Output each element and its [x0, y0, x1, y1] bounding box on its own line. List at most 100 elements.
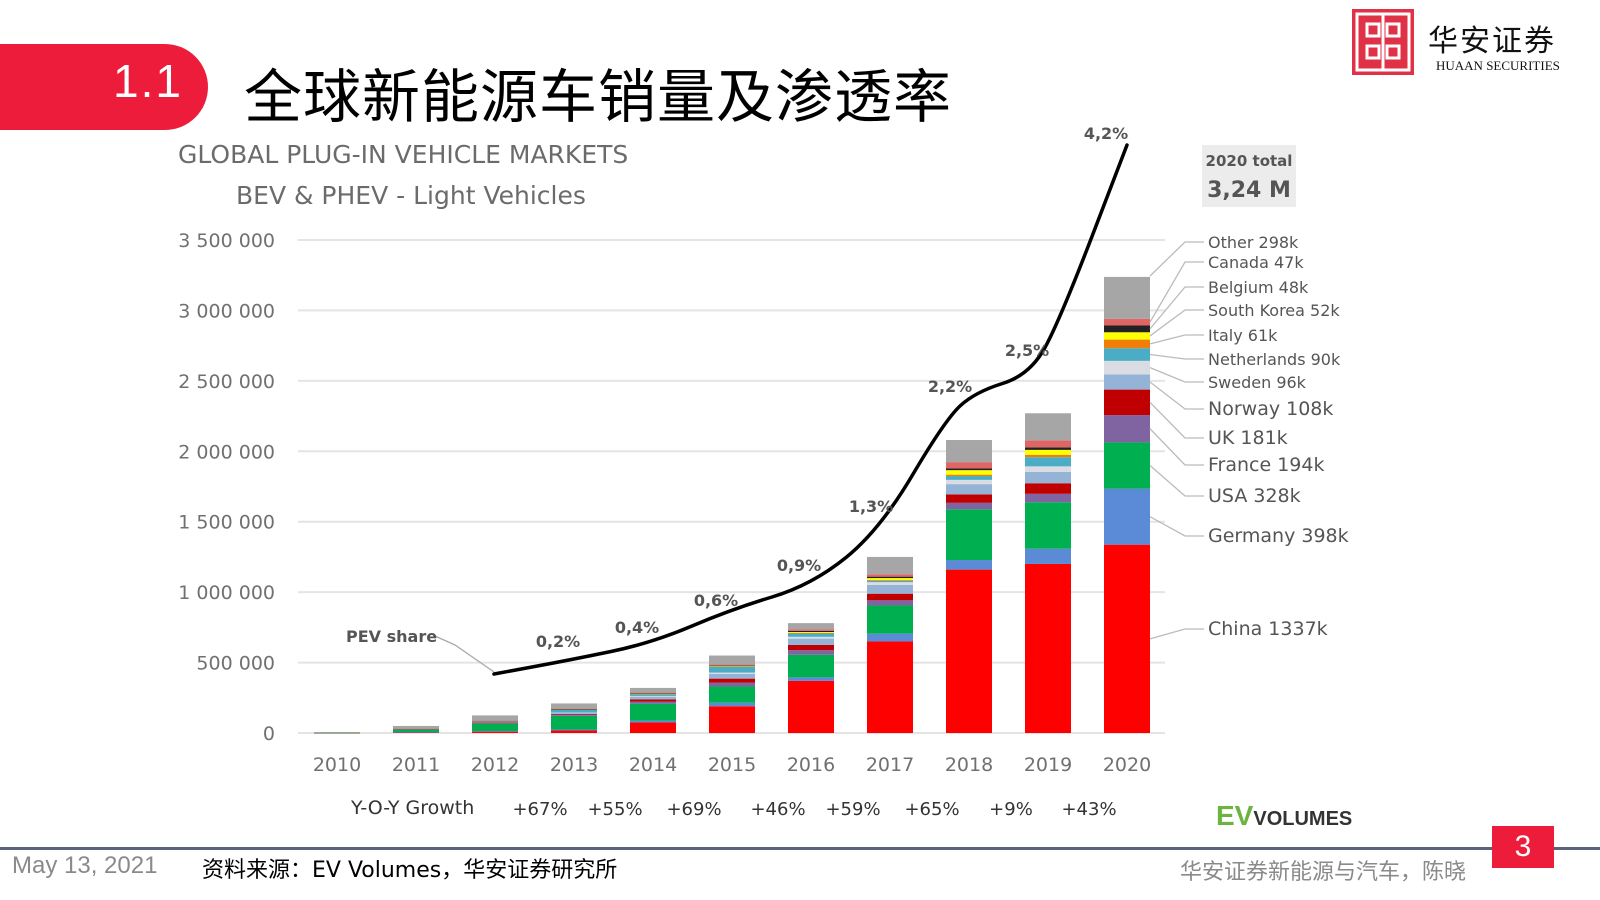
total-box	[1202, 145, 1296, 207]
bar-segment-china	[551, 730, 597, 733]
bar-segment-other	[393, 725, 439, 729]
legend-label-canada: Canada 47k	[1208, 253, 1304, 272]
bar-segment-usa	[946, 509, 992, 561]
bar-segment-other	[709, 655, 755, 665]
bar-segment-france	[946, 502, 992, 510]
yoy-growth-value: +67%	[512, 799, 567, 820]
legend-label-other: Other 298k	[1208, 233, 1299, 252]
bar-stack-2013	[551, 703, 597, 733]
bar-segment-sweden	[551, 712, 597, 714]
y-tick-label: 3 500 000	[178, 230, 275, 252]
legend-leader	[1149, 401, 1204, 439]
legend-label-germany: Germany 398k	[1208, 525, 1349, 547]
bar-segment-usa	[393, 729, 439, 733]
x-tick-label: 2016	[787, 754, 835, 776]
bar-segment-china	[393, 732, 439, 733]
pev-share-label: PEV share	[346, 627, 437, 646]
bar-segment-other	[551, 703, 597, 709]
bar-segment-france	[1025, 493, 1071, 503]
bar-segment-sweden	[946, 479, 992, 485]
pev-share-point-label: 4,2%	[1084, 124, 1128, 143]
legend-leader	[1149, 261, 1204, 323]
bar-segment-netherlands	[551, 709, 597, 713]
bar-segment-usa	[1104, 442, 1150, 489]
legend-leader	[1149, 309, 1204, 337]
bar-segment-germany	[946, 560, 992, 570]
bar-segment-belgium	[1104, 325, 1150, 333]
bar-segment-canada	[551, 708, 597, 710]
bar-segment-italy	[788, 632, 834, 634]
bar-segment-belgium	[867, 576, 913, 579]
logo-mark-icon	[1352, 9, 1414, 75]
bar-segment-france	[630, 701, 676, 704]
bar-segment-canada	[472, 720, 518, 722]
legend-leader	[1149, 428, 1204, 466]
bar-segment-sweden	[472, 721, 518, 723]
bar-segment-south-korea	[788, 632, 834, 633]
yoy-growth-value: +43%	[1061, 799, 1116, 820]
bar-stack-2018	[946, 440, 992, 733]
bar-segment-uk	[946, 494, 992, 503]
bar-stack-2011	[393, 725, 439, 733]
bar-segment-belgium	[551, 709, 597, 710]
legend-leader	[1149, 381, 1204, 410]
bar-segment-germany	[393, 732, 439, 733]
bar-segment-canada	[946, 462, 992, 469]
bar-segment-china	[788, 680, 834, 733]
bar-segment-south-korea	[709, 665, 755, 667]
legend-label-netherlands: Netherlands 90k	[1208, 350, 1341, 369]
legend-label-sweden: Sweden 96k	[1208, 373, 1307, 392]
legend-label-china: China 1337k	[1208, 618, 1328, 640]
bar-segment-usa	[867, 605, 913, 634]
x-tick-label: 2013	[550, 754, 598, 776]
logo-text-cn: 华安证券	[1428, 24, 1556, 59]
bar-segment-uk	[472, 722, 518, 724]
bar-stack-2019	[1025, 413, 1071, 733]
yoy-growth-value: +65%	[904, 799, 959, 820]
legend-leader	[1149, 334, 1204, 345]
ev-logo-ev: EV	[1216, 800, 1254, 831]
bar-segment-germany	[1025, 548, 1071, 564]
bar-segment-italy	[867, 580, 913, 581]
legend-leader	[1149, 628, 1204, 640]
bar-segment-germany	[867, 633, 913, 642]
bar-stack-2015	[709, 655, 755, 733]
bar-segment-germany	[709, 702, 755, 707]
bar-segment-china	[709, 706, 755, 733]
bar-segment-uk	[1025, 483, 1071, 494]
bar-segment-netherlands	[630, 693, 676, 696]
x-tick-label: 2010	[313, 754, 361, 776]
pev-share-point-label: 0,2%	[536, 632, 580, 651]
bar-segment-norway	[867, 584, 913, 594]
pev-share-point-label: 0,4%	[615, 618, 659, 637]
bar-stack-2010	[314, 732, 360, 734]
bar-segment-netherlands	[788, 633, 834, 637]
bar-segment-other	[1025, 413, 1071, 441]
yoy-growth-value: +69%	[666, 799, 721, 820]
bar-segment-other	[630, 687, 676, 693]
bar-stack-2020	[1104, 276, 1150, 733]
bar-stack-2014	[630, 687, 676, 733]
bar-segment-canada	[393, 728, 439, 729]
chart-subtitle: BEV & PHEV - Light Vehicles	[236, 181, 586, 210]
legend-label-uk: UK 181k	[1208, 427, 1288, 449]
bar-segment-uk	[788, 644, 834, 651]
company-logo: 华安证券 HUAAN SECURITIES	[1352, 8, 1592, 78]
section-tab	[0, 44, 208, 130]
bar-segment-other	[946, 440, 992, 463]
bar-segment-china	[472, 731, 518, 733]
bar-segment-canada	[1025, 440, 1071, 448]
bar-segment-south-korea	[1025, 449, 1071, 455]
bar-segment-netherlands	[867, 580, 913, 583]
bar-segment-netherlands	[1104, 348, 1150, 361]
bar-segment-usa	[551, 715, 597, 730]
bar-segment-uk	[1104, 389, 1150, 416]
bar-segment-netherlands	[946, 476, 992, 480]
bar-segment-norway	[630, 696, 676, 700]
bar-segment-usa	[314, 732, 360, 734]
legend-label-usa: USA 328k	[1208, 485, 1301, 507]
bar-stack-2012	[472, 715, 518, 733]
yoy-growth-value: +9%	[989, 799, 1033, 820]
y-tick-label: 3 000 000	[178, 300, 275, 322]
